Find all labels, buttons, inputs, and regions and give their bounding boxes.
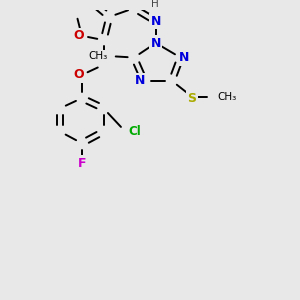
Text: S: S <box>188 92 196 105</box>
Text: N: N <box>179 51 190 64</box>
Text: N: N <box>135 74 145 87</box>
Text: N: N <box>151 37 161 50</box>
Text: O: O <box>74 29 84 42</box>
Text: O: O <box>73 68 84 82</box>
Text: CH₃: CH₃ <box>89 51 108 61</box>
Text: N: N <box>151 15 161 28</box>
Text: N: N <box>151 37 161 50</box>
Text: F: F <box>77 157 86 170</box>
Text: CH₃: CH₃ <box>89 51 108 61</box>
Text: CH₃: CH₃ <box>218 92 237 102</box>
Text: F: F <box>77 157 86 170</box>
Text: H: H <box>151 0 158 9</box>
Text: Cl: Cl <box>128 125 141 138</box>
Text: CH₃: CH₃ <box>218 92 237 102</box>
Text: S: S <box>188 92 196 105</box>
Text: N: N <box>179 51 190 64</box>
Text: H: H <box>151 0 158 9</box>
Text: Cl: Cl <box>128 125 141 138</box>
Text: O: O <box>74 29 84 42</box>
Text: N: N <box>151 15 161 28</box>
Text: O: O <box>73 68 84 82</box>
Text: N: N <box>135 74 145 87</box>
